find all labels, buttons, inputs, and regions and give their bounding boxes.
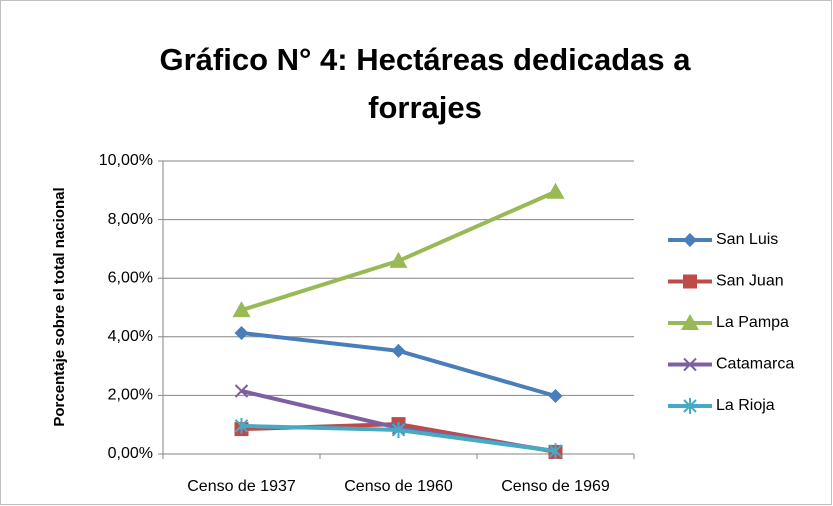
y-tick-label: 4,00%: [108, 328, 153, 345]
legend-label: La Pampa: [716, 314, 789, 331]
marker: [389, 251, 408, 268]
legend-label: San Luis: [716, 231, 778, 248]
marker: [234, 417, 249, 434]
x-tick-label: Censo de 1960: [344, 478, 453, 495]
legend-label: La Rioja: [716, 397, 775, 414]
y-tick-label: 10,00%: [99, 152, 153, 169]
marker: [234, 325, 249, 340]
series: [234, 417, 563, 460]
series: [232, 182, 565, 318]
marker: [232, 301, 251, 318]
series: [234, 325, 563, 403]
legend-label: Catamarca: [716, 356, 794, 373]
y-tick-label: 8,00%: [108, 211, 153, 228]
y-axis-label: Porcentaje sobre el total nacional: [51, 187, 68, 426]
marker: [683, 398, 697, 414]
marker: [234, 384, 249, 398]
marker: [546, 182, 565, 199]
marker: [683, 233, 697, 247]
y-tick-label: 6,00%: [108, 269, 153, 286]
marker: [683, 274, 697, 289]
x-tick-label: Censo de 1937: [187, 478, 296, 495]
marker: [681, 314, 699, 330]
marker: [391, 421, 406, 438]
y-tick-label: 0,00%: [108, 445, 153, 462]
y-tick-label: 2,00%: [108, 387, 153, 404]
marker: [548, 443, 563, 460]
chart-title: Gráfico N° 4: Hectáreas dedicadas a forr…: [159, 42, 691, 125]
x-tick-label: Censo de 1969: [501, 478, 610, 495]
legend-label: San Juan: [716, 273, 784, 290]
marker: [548, 388, 563, 403]
marker: [391, 343, 406, 358]
marker: [683, 357, 697, 372]
